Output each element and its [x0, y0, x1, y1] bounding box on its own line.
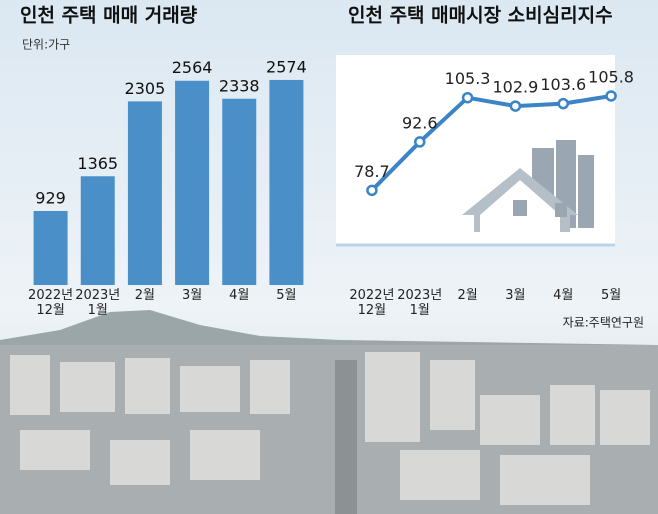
chart-title: 인천 주택 매매 거래량 [20, 5, 198, 27]
x-tick-label: 3월 [181, 288, 203, 303]
point [509, 100, 522, 112]
bar [175, 80, 210, 286]
value-label: 2338 [219, 76, 260, 95]
x-tick-label: 2월 [134, 288, 156, 303]
value-label: 102.9 [493, 78, 539, 97]
value-label: 105.8 [588, 67, 634, 86]
value-label: 2305 [125, 79, 166, 98]
point [461, 91, 474, 104]
x-tick-label: 2023년 1월 [397, 288, 443, 318]
x-tick-label: 5월 [276, 288, 297, 303]
line [370, 93, 612, 192]
bar [269, 79, 304, 285]
x-tick-label: 2월 [457, 288, 478, 303]
bar [222, 98, 257, 286]
value-label: 2564 [172, 58, 213, 77]
source: 자료:주택연구원 [563, 316, 644, 330]
chart-title: 인천 주택 매매시장 소비심리지수 [348, 5, 613, 27]
point [605, 90, 617, 102]
house-icon [462, 140, 594, 232]
road [335, 360, 357, 514]
bar [80, 176, 115, 285]
point [557, 97, 569, 110]
value-label: 929 [35, 188, 66, 207]
bar [127, 101, 162, 286]
x-tick-label: 4월 [229, 288, 250, 303]
bar [33, 210, 68, 285]
value-label: 78.7 [354, 162, 390, 181]
point [414, 136, 426, 148]
x-tick-label: 2023년 1월 [75, 288, 121, 318]
x-tick-label: 3월 [505, 288, 526, 303]
value-label: 1365 [77, 154, 118, 173]
value-label: 2574 [266, 57, 307, 76]
value-label: 92.6 [402, 113, 438, 132]
point [366, 184, 378, 197]
x-tick-label: 2022년 12월 [349, 288, 395, 318]
value-label: 103.6 [540, 75, 586, 94]
buildings [10, 352, 650, 505]
x-tick-label: 4월 [553, 288, 574, 303]
x-tick-label: 2022년 12월 [28, 288, 74, 318]
value-label: 105.3 [445, 69, 491, 88]
x-tick-label: 5월 [600, 288, 622, 303]
chart-subtitle: 단위:가구 [22, 38, 70, 52]
